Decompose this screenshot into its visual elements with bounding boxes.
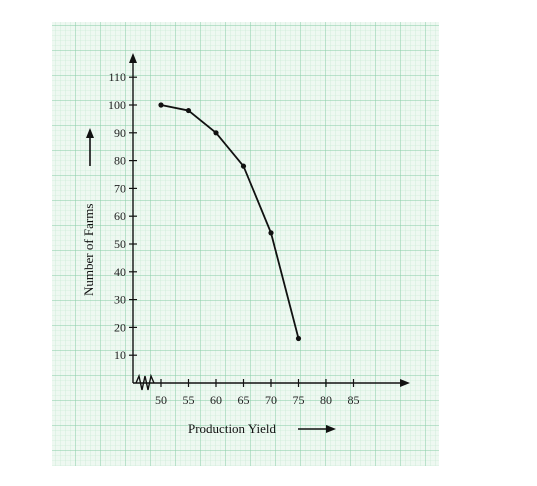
data-point <box>240 163 247 169</box>
x-axis-ticks: 50 55 60 65 70 75 80 85 <box>155 379 360 407</box>
y-axis-arrowhead <box>129 53 137 63</box>
data-point <box>268 230 274 236</box>
x-tick-label: 65 <box>238 393 250 407</box>
y-tick-label: 10 <box>114 348 126 362</box>
x-tick-label: 85 <box>348 393 360 407</box>
y-tick-label: 50 <box>114 237 126 251</box>
series-line <box>160 104 300 339</box>
x-axis-title: Production Yield <box>188 421 276 436</box>
x-axis-title-arrowhead <box>326 425 336 433</box>
series-layer <box>158 102 302 342</box>
y-tick-label: 100 <box>108 98 126 112</box>
y-axis-title: Number of Farms <box>81 204 96 296</box>
x-tick-label: 80 <box>320 393 332 407</box>
y-tick-label: 90 <box>114 126 126 140</box>
x-tick-label: 75 <box>293 393 305 407</box>
x-tick-label: 70 <box>265 393 277 407</box>
y-tick-label: 20 <box>114 320 126 334</box>
y-tick-label: 110 <box>108 70 126 84</box>
y-axis-ticks: 10 20 30 40 50 60 70 80 90 100 110 <box>108 70 137 362</box>
y-tick-label: 80 <box>114 154 126 168</box>
y-tick-label: 60 <box>114 209 126 223</box>
x-tick-label: 60 <box>210 393 222 407</box>
data-point <box>295 335 302 342</box>
y-tick-label: 40 <box>114 265 126 279</box>
axes <box>129 53 410 391</box>
graph-paper-grid <box>52 22 439 466</box>
data-point <box>158 102 164 108</box>
x-axis-arrowhead <box>400 379 410 387</box>
data-point <box>213 130 219 136</box>
y-axis-title-arrowhead <box>86 128 94 138</box>
x-tick-label: 55 <box>183 393 195 407</box>
data-point <box>185 107 192 114</box>
y-tick-label: 30 <box>114 293 126 307</box>
y-tick-label: 70 <box>114 181 126 195</box>
x-tick-label: 50 <box>155 393 167 407</box>
x-axis-break <box>135 373 155 391</box>
